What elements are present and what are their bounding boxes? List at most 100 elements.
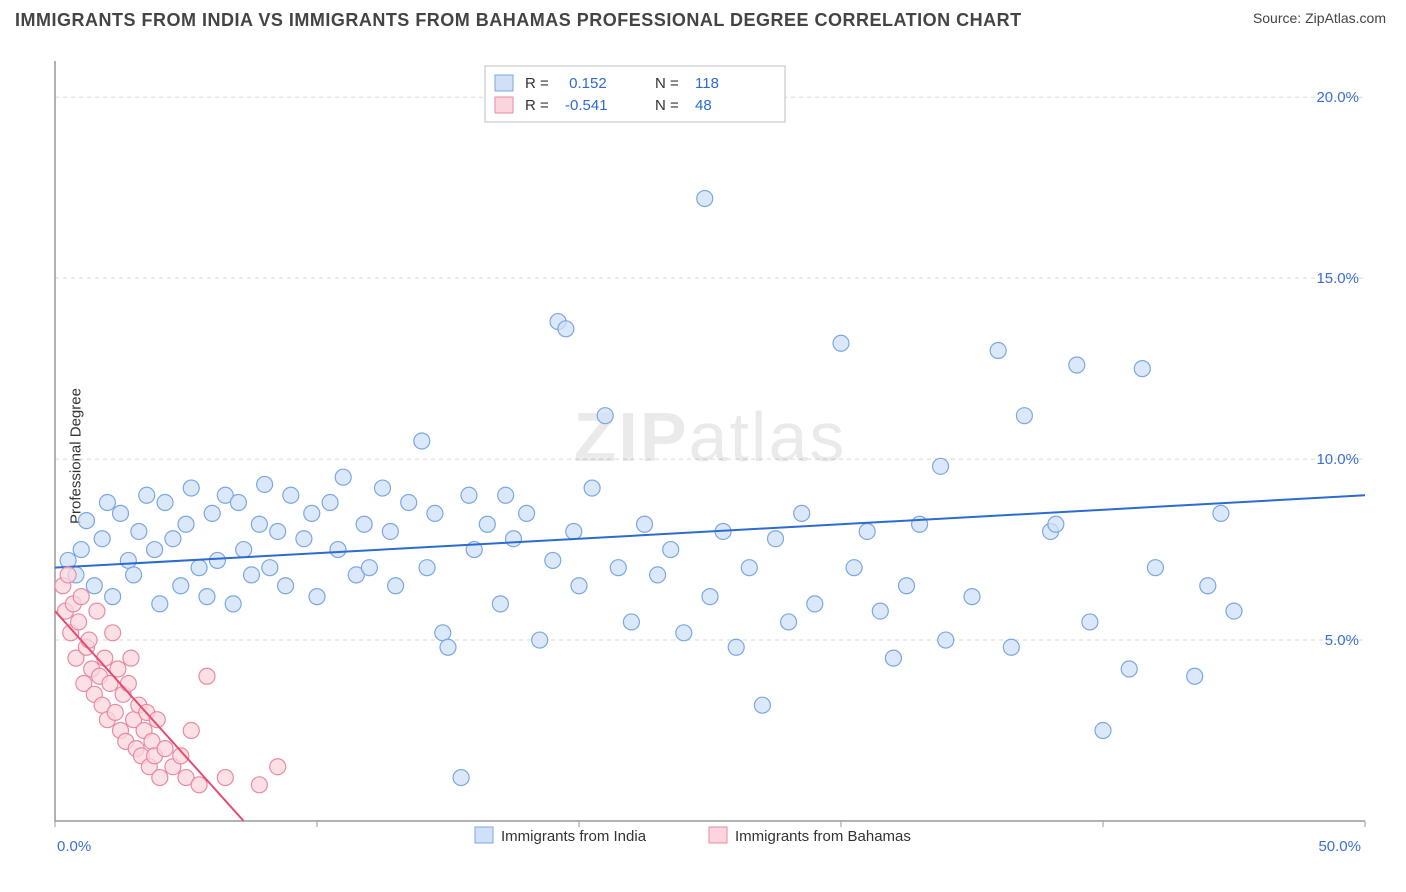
scatter-point bbox=[183, 723, 199, 739]
scatter-point bbox=[165, 531, 181, 547]
legend-swatch bbox=[709, 827, 727, 843]
scatter-point bbox=[199, 589, 215, 605]
scatter-point bbox=[768, 531, 784, 547]
scatter-point bbox=[427, 505, 443, 521]
scatter-point bbox=[558, 321, 574, 337]
scatter-point bbox=[375, 480, 391, 496]
scatter-point bbox=[1187, 668, 1203, 684]
scatter-point bbox=[225, 596, 241, 612]
scatter-point bbox=[933, 458, 949, 474]
scatter-point bbox=[209, 552, 225, 568]
scatter-point bbox=[120, 675, 136, 691]
scatter-point bbox=[173, 578, 189, 594]
scatter-point bbox=[270, 523, 286, 539]
scatter-point bbox=[322, 495, 338, 511]
scatter-point bbox=[728, 639, 744, 655]
legend-r-value: 0.152 bbox=[565, 75, 607, 92]
scatter-point bbox=[1213, 505, 1229, 521]
scatter-point bbox=[846, 560, 862, 576]
scatter-point bbox=[81, 632, 97, 648]
scatter-point bbox=[152, 596, 168, 612]
scatter-point bbox=[278, 578, 294, 594]
scatter-point bbox=[1226, 603, 1242, 619]
scatter-point bbox=[461, 487, 477, 503]
scatter-point bbox=[532, 632, 548, 648]
scatter-point bbox=[872, 603, 888, 619]
scatter-point bbox=[89, 603, 105, 619]
scatter-point bbox=[545, 552, 561, 568]
scatter-point bbox=[1147, 560, 1163, 576]
scatter-point bbox=[123, 650, 139, 666]
legend-n-label: N = bbox=[655, 97, 679, 114]
legend-n-value: 118 bbox=[695, 75, 719, 92]
scatter-point bbox=[152, 770, 168, 786]
scatter-point bbox=[236, 542, 252, 558]
scatter-point bbox=[257, 476, 273, 492]
scatter-point bbox=[453, 770, 469, 786]
scatter-point bbox=[191, 560, 207, 576]
scatter-point bbox=[230, 495, 246, 511]
scatter-point bbox=[113, 505, 129, 521]
x-tick-label: 0.0% bbox=[57, 838, 91, 855]
source-label: Source: ZipAtlas.com bbox=[1253, 10, 1386, 26]
scatter-point bbox=[147, 542, 163, 558]
scatter-point bbox=[440, 639, 456, 655]
legend-swatch bbox=[475, 827, 493, 843]
scatter-point bbox=[498, 487, 514, 503]
scatter-point bbox=[361, 560, 377, 576]
scatter-point bbox=[1095, 723, 1111, 739]
legend-r-label: R = bbox=[525, 97, 549, 114]
chart-title: IMMIGRANTS FROM INDIA VS IMMIGRANTS FROM… bbox=[15, 10, 1022, 31]
scatter-point bbox=[183, 480, 199, 496]
scatter-point bbox=[330, 542, 346, 558]
header: IMMIGRANTS FROM INDIA VS IMMIGRANTS FROM… bbox=[0, 0, 1406, 31]
legend-label: Immigrants from India bbox=[501, 828, 647, 845]
y-tick-label: 20.0% bbox=[1316, 89, 1359, 106]
scatter-point bbox=[309, 589, 325, 605]
scatter-point bbox=[663, 542, 679, 558]
scatter-point bbox=[419, 560, 435, 576]
scatter-point bbox=[191, 777, 207, 793]
scatter-point bbox=[637, 516, 653, 532]
scatter-point bbox=[964, 589, 980, 605]
legend-swatch bbox=[495, 75, 513, 91]
scatter-point bbox=[571, 578, 587, 594]
scatter-point bbox=[885, 650, 901, 666]
scatter-point bbox=[388, 578, 404, 594]
scatter-point bbox=[566, 523, 582, 539]
scatter-point bbox=[60, 567, 76, 583]
scatter-point bbox=[270, 759, 286, 775]
legend-r-value: -0.541 bbox=[565, 97, 608, 114]
scatter-point bbox=[304, 505, 320, 521]
scatter-point bbox=[610, 560, 626, 576]
trend-line bbox=[55, 611, 244, 821]
scatter-point bbox=[807, 596, 823, 612]
y-tick-label: 5.0% bbox=[1325, 632, 1359, 649]
scatter-point bbox=[519, 505, 535, 521]
scatter-point bbox=[1082, 614, 1098, 630]
scatter-point bbox=[262, 560, 278, 576]
scatter-point bbox=[199, 668, 215, 684]
scatter-point bbox=[492, 596, 508, 612]
scatter-point bbox=[99, 495, 115, 511]
scatter-point bbox=[107, 704, 123, 720]
scatter-point bbox=[251, 516, 267, 532]
scatter-point bbox=[741, 560, 757, 576]
scatter-point bbox=[1121, 661, 1137, 677]
scatter-point bbox=[97, 650, 113, 666]
scatter-point bbox=[479, 516, 495, 532]
scatter-point bbox=[506, 531, 522, 547]
scatter-point bbox=[78, 513, 94, 529]
trend-line bbox=[55, 495, 1365, 567]
scatter-point bbox=[697, 191, 713, 207]
scatter-point bbox=[244, 567, 260, 583]
scatter-point bbox=[623, 614, 639, 630]
chart-container: Professional Degree 5.0%10.0%15.0%20.0%0… bbox=[0, 31, 1406, 881]
scatter-point bbox=[584, 480, 600, 496]
scatter-point bbox=[1003, 639, 1019, 655]
scatter-point bbox=[120, 552, 136, 568]
scatter-point bbox=[401, 495, 417, 511]
watermark: ZIPatlas bbox=[574, 398, 847, 476]
scatter-point bbox=[1200, 578, 1216, 594]
scatter-point bbox=[157, 741, 173, 757]
